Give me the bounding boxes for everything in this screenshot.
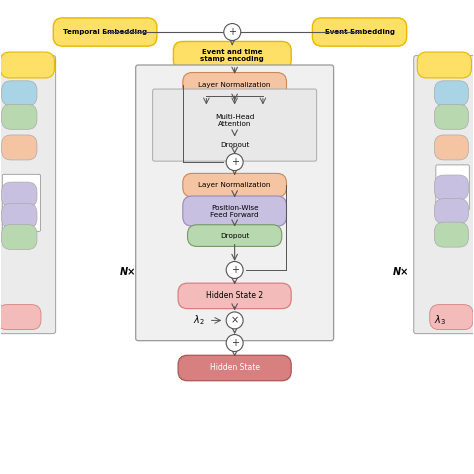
Text: Position-Wise
Feed Forward: Position-Wise Feed Forward	[210, 205, 259, 218]
FancyBboxPatch shape	[1, 225, 37, 249]
Circle shape	[226, 154, 243, 171]
FancyBboxPatch shape	[436, 165, 469, 210]
FancyBboxPatch shape	[430, 305, 473, 329]
FancyBboxPatch shape	[0, 305, 41, 329]
Text: +: +	[228, 27, 236, 37]
FancyBboxPatch shape	[188, 225, 282, 246]
FancyBboxPatch shape	[414, 55, 474, 334]
Text: Layer Normalization: Layer Normalization	[199, 182, 271, 188]
FancyBboxPatch shape	[153, 89, 317, 161]
Text: Event Embedding: Event Embedding	[325, 29, 394, 35]
FancyBboxPatch shape	[417, 52, 472, 78]
FancyBboxPatch shape	[183, 196, 286, 226]
FancyBboxPatch shape	[173, 41, 291, 70]
FancyBboxPatch shape	[136, 65, 334, 341]
Text: Multi-Head
Attention: Multi-Head Attention	[215, 114, 255, 127]
FancyBboxPatch shape	[1, 182, 37, 207]
FancyBboxPatch shape	[435, 222, 468, 247]
Text: Layer Normalization: Layer Normalization	[199, 82, 271, 88]
FancyBboxPatch shape	[178, 356, 291, 381]
FancyBboxPatch shape	[188, 134, 282, 156]
Text: Event and time
stamp encoding: Event and time stamp encoding	[201, 49, 264, 62]
FancyBboxPatch shape	[435, 135, 468, 160]
FancyBboxPatch shape	[2, 174, 40, 231]
Text: N×: N×	[393, 267, 409, 277]
FancyBboxPatch shape	[53, 18, 157, 46]
Circle shape	[224, 24, 241, 40]
Text: $\lambda_3$: $\lambda_3$	[434, 313, 446, 328]
FancyBboxPatch shape	[0, 55, 55, 334]
FancyBboxPatch shape	[181, 104, 289, 136]
Text: Dropout: Dropout	[220, 142, 249, 148]
FancyBboxPatch shape	[0, 52, 55, 78]
Text: +: +	[231, 157, 238, 167]
Text: $\lambda_2$: $\lambda_2$	[193, 313, 205, 328]
FancyBboxPatch shape	[435, 81, 468, 106]
Text: Dropout: Dropout	[220, 233, 249, 238]
Text: +: +	[231, 265, 238, 275]
FancyBboxPatch shape	[435, 199, 468, 224]
FancyBboxPatch shape	[435, 175, 468, 200]
Circle shape	[226, 262, 243, 278]
FancyBboxPatch shape	[1, 104, 37, 129]
FancyBboxPatch shape	[1, 203, 37, 228]
Circle shape	[226, 312, 243, 329]
Text: Hidden State: Hidden State	[210, 364, 260, 373]
FancyBboxPatch shape	[435, 104, 468, 129]
FancyBboxPatch shape	[312, 18, 407, 46]
Text: +: +	[231, 338, 238, 348]
FancyBboxPatch shape	[1, 135, 37, 160]
Text: Temporal Embedding: Temporal Embedding	[63, 29, 147, 35]
Text: Hidden State 2: Hidden State 2	[206, 292, 263, 301]
Text: N×: N×	[119, 267, 136, 277]
Text: ×: ×	[230, 315, 239, 326]
Circle shape	[226, 335, 243, 352]
FancyBboxPatch shape	[178, 283, 291, 309]
FancyBboxPatch shape	[1, 81, 37, 106]
FancyBboxPatch shape	[183, 73, 286, 98]
FancyBboxPatch shape	[183, 173, 286, 197]
